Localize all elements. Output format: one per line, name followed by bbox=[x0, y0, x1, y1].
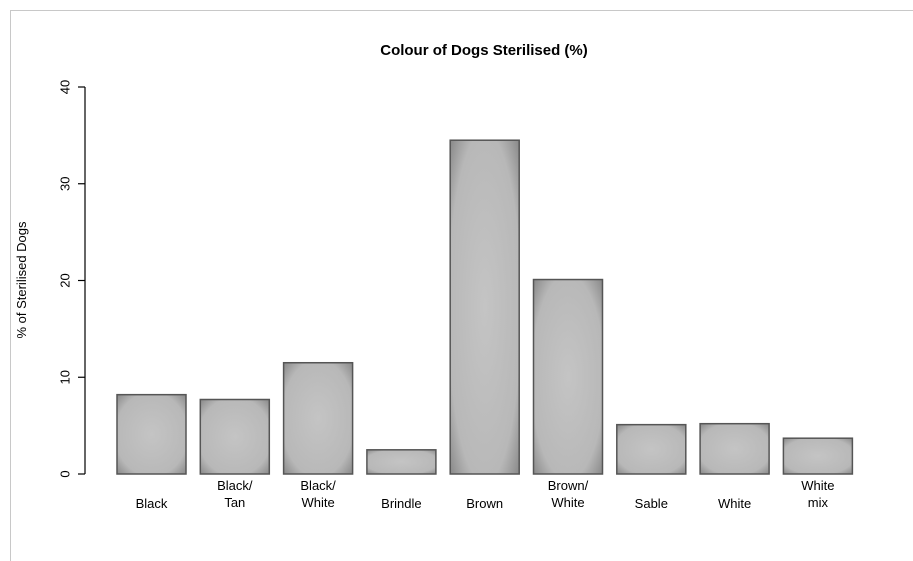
bar bbox=[616, 423, 687, 475]
x-tick-label: mix bbox=[808, 495, 829, 510]
x-tick-label: White bbox=[551, 495, 584, 510]
x-tick-label: Black/ bbox=[217, 478, 253, 493]
y-axis-label: % of Sterilised Dogs bbox=[14, 221, 29, 339]
x-tick-label: Sable bbox=[635, 496, 668, 511]
bars bbox=[116, 139, 854, 475]
y-tick-label: 10 bbox=[57, 370, 72, 384]
x-tick-label: White bbox=[301, 495, 334, 510]
axes: 0 10 20 30 40 bbox=[57, 80, 86, 478]
bar bbox=[782, 437, 854, 475]
y-tick-label: 20 bbox=[57, 273, 72, 287]
x-tick-label: White bbox=[718, 496, 751, 511]
bar bbox=[532, 278, 604, 475]
bar bbox=[116, 393, 187, 475]
bar bbox=[282, 361, 354, 475]
x-tick-label: Black/ bbox=[300, 478, 336, 493]
y-tick-label: 30 bbox=[57, 177, 72, 191]
chart-title: Colour of Dogs Sterilised (%) bbox=[380, 42, 588, 59]
y-tick-label: 40 bbox=[57, 80, 72, 94]
y-tick-label: 0 bbox=[57, 470, 72, 477]
x-tick-label: Brindle bbox=[381, 496, 421, 511]
chart-frame bbox=[10, 10, 913, 561]
x-tick-label: White bbox=[801, 478, 834, 493]
x-tick-labels: Black Black/Tan Black/White Brindle Brown Bro… bbox=[136, 478, 835, 511]
bar bbox=[699, 422, 770, 475]
bar bbox=[199, 398, 271, 475]
x-tick-label: Black bbox=[136, 496, 168, 511]
x-tick-label: Brown bbox=[466, 496, 503, 511]
bar bbox=[449, 139, 520, 475]
bar bbox=[366, 449, 437, 475]
x-tick-label: Tan bbox=[224, 495, 245, 510]
x-tick-label: Brown/ bbox=[548, 478, 589, 493]
